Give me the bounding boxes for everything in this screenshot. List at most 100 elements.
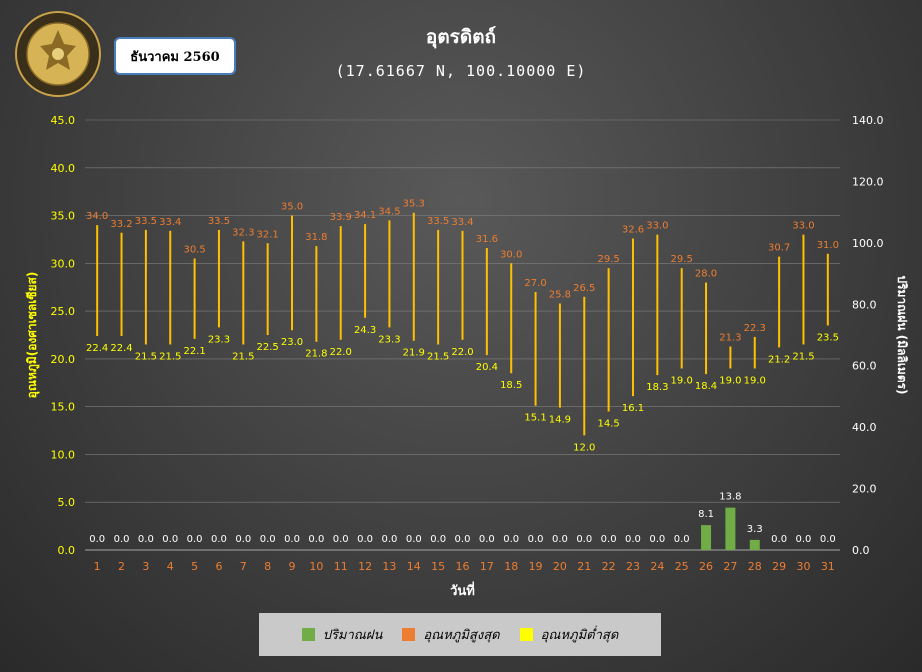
x-tick-label: 9 — [289, 560, 296, 573]
max-temp-label: 31.8 — [305, 232, 327, 243]
max-temp-label: 34.1 — [354, 210, 376, 221]
rain-value-label: 8.1 — [698, 509, 714, 520]
legend-swatch-max — [402, 628, 416, 641]
min-temp-label: 21.5 — [427, 352, 449, 363]
min-temp-label: 22.4 — [110, 343, 132, 354]
rain-value-label: 0.0 — [503, 534, 519, 545]
max-temp-label: 35.3 — [403, 199, 425, 210]
max-temp-label: 26.5 — [573, 283, 595, 294]
max-temp-label: 33.5 — [427, 216, 449, 227]
x-tick-label: 28 — [748, 560, 762, 573]
x-tick-label: 10 — [309, 560, 323, 573]
max-temp-label: 25.8 — [549, 289, 571, 300]
rain-value-label: 0.0 — [162, 534, 178, 545]
rain-value-label: 0.0 — [308, 534, 324, 545]
rain-value-label: 0.0 — [479, 534, 495, 545]
x-tick-label: 1 — [94, 560, 101, 573]
chart-legend: ปริมาณฝน อุณหภูมิสูงสุด อุณหภูมิต่ำสุด — [259, 613, 661, 656]
x-tick-label: 6 — [215, 560, 222, 573]
min-temp-label: 21.2 — [768, 354, 790, 365]
x-tick-label: 17 — [480, 560, 494, 573]
max-temp-label: 33.5 — [135, 216, 157, 227]
max-temp-label: 33.4 — [451, 217, 473, 228]
rain-value-label: 13.8 — [719, 492, 741, 503]
x-tick-label: 8 — [264, 560, 271, 573]
max-temp-label: 28.0 — [695, 268, 717, 279]
min-temp-label: 20.4 — [476, 362, 498, 373]
y-left-tick-label: 45.0 — [51, 114, 76, 127]
y-right-tick-label: 100.0 — [852, 237, 884, 250]
min-temp-label: 19.0 — [744, 375, 766, 386]
x-tick-label: 22 — [602, 560, 616, 573]
x-tick-label: 2 — [118, 560, 125, 573]
x-tick-label: 3 — [142, 560, 149, 573]
min-temp-label: 22.1 — [183, 346, 205, 357]
rain-value-label: 0.0 — [528, 534, 544, 545]
max-temp-label: 33.9 — [330, 212, 352, 223]
x-tick-label: 13 — [382, 560, 396, 573]
x-tick-label: 18 — [504, 560, 518, 573]
max-temp-label: 33.0 — [646, 221, 668, 232]
min-temp-label: 12.0 — [573, 442, 595, 453]
x-tick-label: 4 — [167, 560, 174, 573]
rain-value-label: 0.0 — [552, 534, 568, 545]
x-tick-label: 23 — [626, 560, 640, 573]
y-left-tick-label: 10.0 — [51, 448, 76, 461]
min-temp-label: 24.3 — [354, 325, 376, 336]
legend-swatch-min — [519, 628, 533, 641]
legend-item-rain: ปริมาณฝน — [301, 624, 382, 645]
rain-value-label: 0.0 — [820, 534, 836, 545]
min-temp-label: 22.4 — [86, 343, 108, 354]
x-tick-label: 7 — [240, 560, 247, 573]
max-temp-label: 27.0 — [524, 278, 546, 289]
max-temp-label: 21.3 — [719, 332, 741, 343]
max-temp-label: 30.7 — [768, 243, 790, 254]
min-temp-label: 21.5 — [232, 352, 254, 363]
rain-value-label: 0.0 — [381, 534, 397, 545]
rain-value-label: 0.0 — [625, 534, 641, 545]
y-left-tick-label: 25.0 — [51, 305, 76, 318]
rain-bar — [725, 507, 736, 550]
rain-value-label: 0.0 — [138, 534, 154, 545]
rain-value-label: 0.0 — [796, 534, 812, 545]
min-temp-label: 22.5 — [257, 342, 279, 353]
max-temp-label: 33.0 — [792, 221, 814, 232]
y-left-tick-label: 30.0 — [51, 257, 76, 270]
rain-value-label: 0.0 — [260, 534, 276, 545]
rain-bar — [701, 525, 712, 550]
min-temp-label: 21.5 — [792, 352, 814, 363]
y-left-tick-label: 15.0 — [51, 401, 76, 414]
x-tick-label: 29 — [772, 560, 786, 573]
max-temp-label: 34.5 — [378, 206, 400, 217]
x-tick-label: 5 — [191, 560, 198, 573]
max-temp-label: 29.5 — [671, 254, 693, 265]
x-tick-label: 24 — [650, 560, 664, 573]
min-temp-label: 21.8 — [305, 349, 327, 360]
max-temp-label: 32.6 — [622, 224, 644, 235]
x-tick-label: 26 — [699, 560, 713, 573]
legend-item-min: อุณหภูมิต่ำสุด — [519, 624, 618, 645]
x-tick-label: 19 — [529, 560, 543, 573]
x-tick-label: 25 — [675, 560, 689, 573]
x-tick-label: 15 — [431, 560, 445, 573]
legend-label-max: อุณหภูมิสูงสุด — [423, 628, 500, 643]
max-temp-label: 34.0 — [86, 211, 108, 222]
min-temp-label: 23.3 — [208, 334, 230, 345]
max-temp-label: 29.5 — [597, 254, 619, 265]
rain-value-label: 0.0 — [89, 534, 105, 545]
rain-value-label: 0.0 — [284, 534, 300, 545]
min-temp-label: 21.5 — [135, 352, 157, 363]
min-temp-label: 23.5 — [817, 332, 839, 343]
x-tick-label: 16 — [456, 560, 470, 573]
month-label: ธันวาคม 2560 — [114, 37, 236, 75]
max-temp-label: 32.3 — [232, 227, 254, 238]
min-temp-label: 23.3 — [378, 334, 400, 345]
min-temp-label: 23.0 — [281, 337, 303, 348]
rain-value-label: 0.0 — [357, 534, 373, 545]
min-temp-label: 21.9 — [403, 348, 425, 359]
max-temp-label: 30.5 — [183, 245, 205, 256]
max-temp-label: 22.3 — [744, 323, 766, 334]
legend-swatch-rain — [301, 628, 315, 641]
min-temp-label: 21.5 — [159, 352, 181, 363]
